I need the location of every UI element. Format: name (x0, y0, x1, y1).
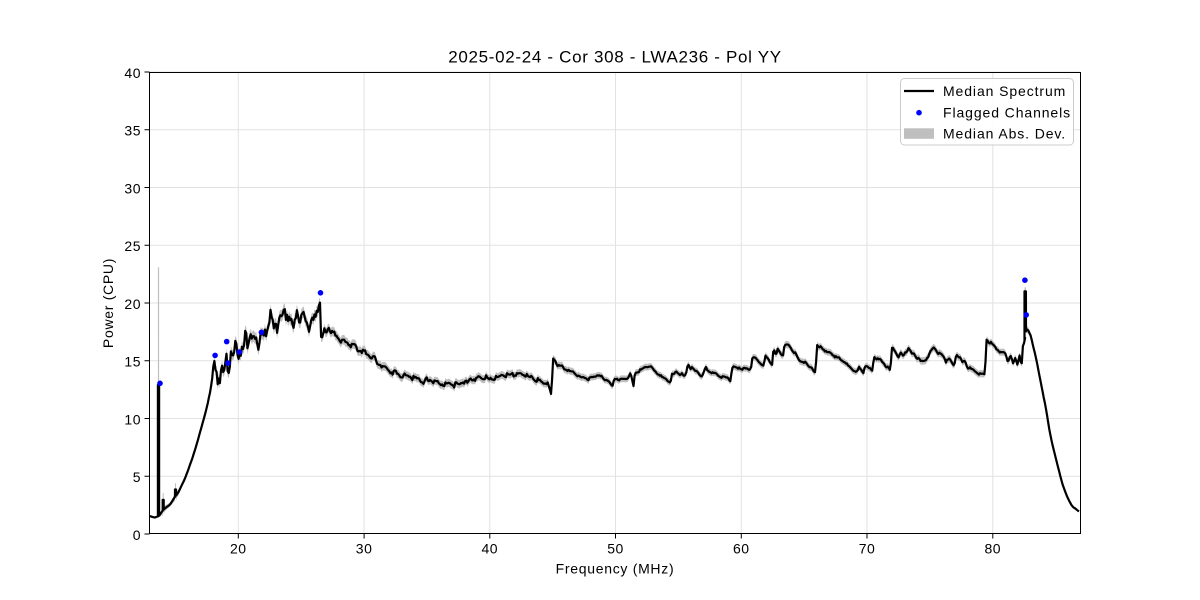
svg-text:50: 50 (607, 540, 624, 556)
svg-text:35: 35 (124, 123, 141, 139)
svg-text:5: 5 (133, 469, 141, 485)
svg-text:Median Spectrum: Median Spectrum (943, 83, 1066, 99)
svg-text:20: 20 (124, 296, 141, 312)
svg-text:10: 10 (124, 411, 141, 427)
svg-text:40: 40 (482, 540, 499, 556)
svg-text:30: 30 (124, 180, 141, 196)
svg-text:25: 25 (124, 238, 141, 254)
svg-text:Flagged Channels: Flagged Channels (943, 105, 1071, 121)
svg-text:20: 20 (230, 540, 247, 556)
svg-text:40: 40 (124, 65, 141, 81)
svg-text:60: 60 (733, 540, 750, 556)
svg-text:30: 30 (356, 540, 373, 556)
svg-text:Power (CPU): Power (CPU) (100, 258, 116, 348)
svg-text:0: 0 (133, 527, 141, 543)
svg-text:Median Abs. Dev.: Median Abs. Dev. (943, 125, 1066, 141)
svg-text:2025-02-24 - Cor 308 - LWA236: 2025-02-24 - Cor 308 - LWA236 - Pol YY (448, 48, 782, 67)
svg-text:15: 15 (124, 354, 141, 370)
svg-text:80: 80 (985, 540, 1002, 556)
svg-text:70: 70 (859, 540, 876, 556)
svg-text:Frequency (MHz): Frequency (MHz) (556, 561, 675, 577)
